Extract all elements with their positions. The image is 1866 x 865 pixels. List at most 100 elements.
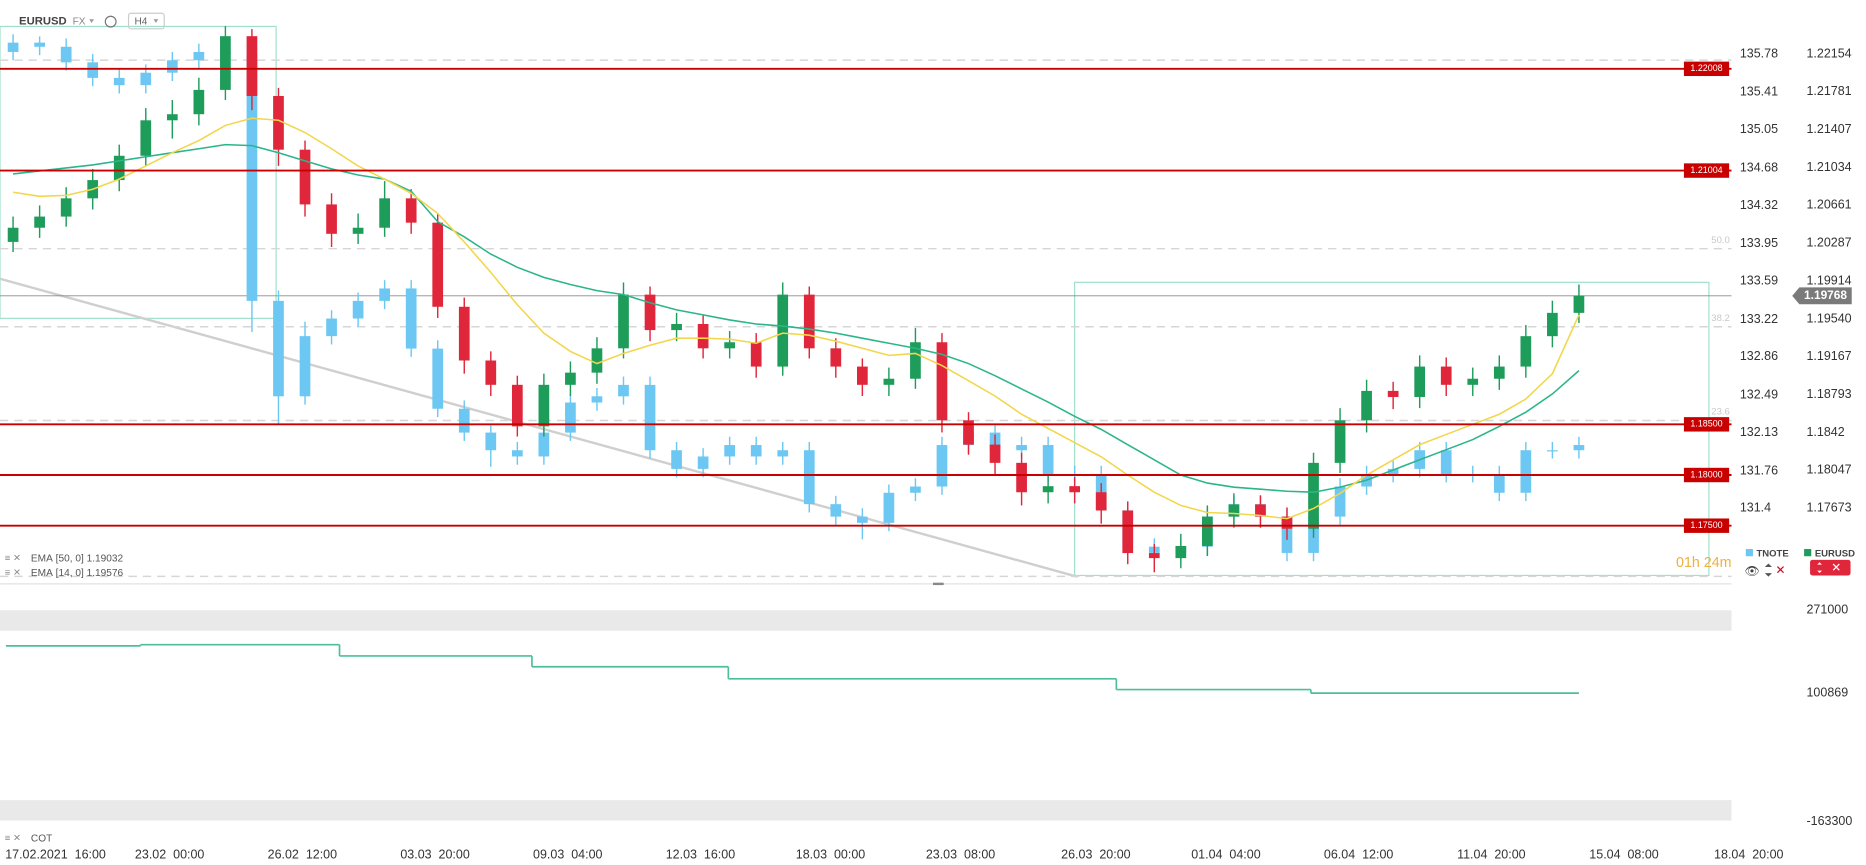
price-level-box xyxy=(1683,417,1730,432)
last-price-label: 1.19768 xyxy=(1804,288,1847,302)
x-tick-label: 03.03 20:00 xyxy=(400,848,469,862)
y2-tick-label: 134.68 xyxy=(1740,160,1778,174)
candle-body xyxy=(352,300,364,319)
candle-body xyxy=(458,306,470,361)
legend-name: EMA xyxy=(31,568,53,579)
candle-body xyxy=(1520,450,1532,493)
y-tick-label: 1.20661 xyxy=(1806,198,1851,212)
legend-params: [14, 0] xyxy=(56,568,84,579)
close-icon[interactable]: ✕ xyxy=(1776,563,1786,577)
fib-label: 50.0 xyxy=(1711,235,1730,246)
y-tick-label: 1.21781 xyxy=(1806,84,1851,98)
candle-body xyxy=(166,60,178,73)
candle-body xyxy=(273,95,284,150)
candle-body xyxy=(1547,312,1558,337)
price-level-label: 1.18000 xyxy=(1690,469,1722,479)
candle-body xyxy=(750,445,762,457)
candle-body xyxy=(989,444,1001,463)
timeframe-box[interactable] xyxy=(127,12,165,30)
dropdown-arrow[interactable] xyxy=(153,19,159,23)
candle-body xyxy=(538,432,550,457)
candle-body xyxy=(750,342,762,367)
x-tick-label: 15.04 08:00 xyxy=(1589,848,1658,862)
candle-body xyxy=(273,300,284,397)
candle-body xyxy=(538,384,550,427)
candle-body xyxy=(618,384,629,397)
y2-tick-label: 133.95 xyxy=(1740,236,1778,250)
candle-body xyxy=(697,456,709,469)
x-tick-label: 26.03 20:00 xyxy=(1061,848,1130,862)
legend-series[interactable]: EURUSD xyxy=(1815,548,1855,559)
x-tick-label: 23.02 00:00 xyxy=(135,848,204,862)
candle-body xyxy=(565,402,576,433)
y-tick-label: 1.20287 xyxy=(1806,236,1851,250)
price-level-box xyxy=(1683,61,1730,77)
candle-body xyxy=(803,294,815,349)
candle-body xyxy=(485,432,497,451)
candle-body xyxy=(1016,445,1027,451)
remove-icon[interactable]: ✕ xyxy=(1831,560,1841,574)
remove-sort-icon[interactable] xyxy=(1817,562,1822,574)
legend-icons[interactable]: ≡ ✕ xyxy=(5,833,21,844)
candle-body xyxy=(856,516,868,523)
market: FX xyxy=(73,16,86,27)
indicator-legend: ≡ ✕ EMA [50, 0] 1.19032 ≡ ✕ EMA [14, 0] … xyxy=(5,553,124,844)
y-tick-label: 1.17673 xyxy=(1806,500,1851,514)
cot-tick-label: 271000 xyxy=(1806,603,1848,617)
legend-text: EMA [50, 0] 1.19032 xyxy=(31,553,124,564)
candle-body xyxy=(1016,462,1027,493)
candle-body xyxy=(458,408,470,433)
price-level-box xyxy=(1683,518,1730,533)
candle-body xyxy=(1493,366,1505,379)
candle-body xyxy=(140,72,152,86)
sort-icon[interactable] xyxy=(1764,563,1772,577)
y-tick-label: 1.21407 xyxy=(1806,122,1851,136)
candle-body xyxy=(326,204,337,234)
y-tick-label: 1.18793 xyxy=(1806,387,1851,401)
candle-body xyxy=(1095,492,1107,511)
timeframe[interactable]: H4 xyxy=(134,16,147,27)
candle-body xyxy=(1387,468,1399,475)
candle-body xyxy=(936,445,948,487)
legend-icons[interactable]: ≡ ✕ xyxy=(5,568,21,579)
last-price-box xyxy=(1792,287,1852,305)
candle-body xyxy=(1440,366,1452,385)
eye-icon[interactable]: 👁 xyxy=(1745,564,1760,578)
candle-body xyxy=(644,294,656,331)
y2-tick-label: 134.32 xyxy=(1740,198,1778,212)
y2-tick-label: 135.05 xyxy=(1740,122,1778,136)
price-level-label: 1.18500 xyxy=(1690,419,1722,429)
candle-body xyxy=(671,324,682,331)
x-tick-label: 18.03 00:00 xyxy=(796,848,865,862)
legend-series[interactable]: TNOTE xyxy=(1757,548,1789,559)
candle-body xyxy=(166,114,178,121)
dropdown-arrow[interactable] xyxy=(89,19,95,23)
candle-body xyxy=(936,342,948,421)
symbol[interactable]: EURUSD xyxy=(19,16,67,28)
candle-body xyxy=(803,450,815,505)
info-icon[interactable] xyxy=(104,15,117,28)
trend-line xyxy=(0,277,1078,578)
candle-body xyxy=(1520,336,1532,367)
x-tick-label: 11.04 20:00 xyxy=(1457,848,1526,862)
candle-body xyxy=(1255,504,1266,517)
fib-box xyxy=(0,25,277,319)
candle-body xyxy=(113,77,125,86)
y-tick-label: 1.18047 xyxy=(1806,463,1851,477)
candle-body xyxy=(724,342,736,349)
candle-body xyxy=(379,198,390,228)
candle-body xyxy=(1387,390,1399,397)
candle-body xyxy=(140,120,152,156)
candle-body xyxy=(60,198,72,217)
y2-tick-label: 132.86 xyxy=(1740,349,1778,363)
candle-body xyxy=(326,318,337,337)
candle-body xyxy=(7,42,19,52)
candle-body xyxy=(1069,486,1081,493)
candle-body xyxy=(1547,450,1558,452)
candle-body xyxy=(830,504,842,517)
candle-body xyxy=(724,445,736,457)
candle-body xyxy=(565,372,576,385)
candle-body xyxy=(87,62,99,78)
legend-icons[interactable]: ≡ ✕ xyxy=(5,553,21,564)
